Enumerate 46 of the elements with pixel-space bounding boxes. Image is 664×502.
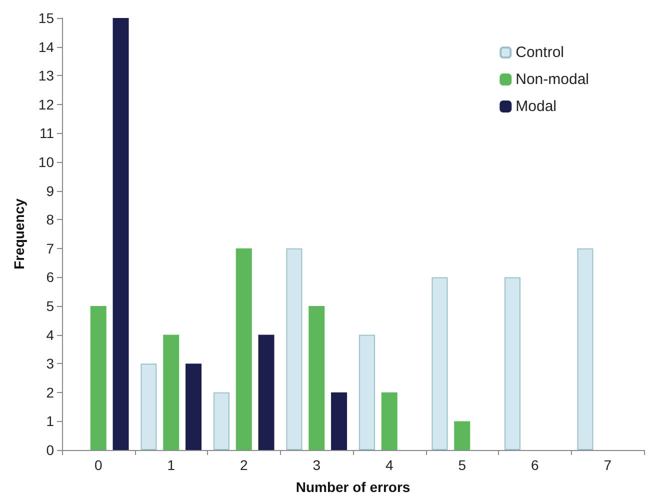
y-tick-label: 4 xyxy=(46,326,54,343)
bar xyxy=(432,277,448,450)
bar xyxy=(90,306,106,450)
bar xyxy=(140,364,157,450)
bar xyxy=(358,334,375,450)
y-tick-label: 3 xyxy=(46,356,54,372)
y-tick-label: 0 xyxy=(46,442,54,458)
x-tick-label: 2 xyxy=(240,457,248,473)
bar xyxy=(112,18,129,450)
legend-label: Control xyxy=(516,44,564,61)
y-tick-label: 14 xyxy=(38,38,54,55)
x-tick-label: 0 xyxy=(94,457,102,473)
x-tick-label: 4 xyxy=(385,457,394,473)
bar xyxy=(286,248,302,450)
x-tick-label: 5 xyxy=(458,457,466,473)
y-tick-label: 15 xyxy=(38,10,54,26)
legend-label: Modal xyxy=(516,98,556,115)
x-axis-title: Number of errors xyxy=(296,479,410,495)
y-axis-title: Frequency xyxy=(11,198,27,270)
y-tick-label: 6 xyxy=(46,269,54,286)
y-tick-label: 12 xyxy=(38,96,54,112)
x-tick-label: 1 xyxy=(167,457,176,473)
bar xyxy=(381,392,398,450)
bar xyxy=(163,334,180,450)
y-tick-label: 10 xyxy=(38,154,54,170)
y-tick-label: 1 xyxy=(46,413,54,430)
bar xyxy=(454,421,470,450)
x-tick-label: 7 xyxy=(604,457,612,473)
x-tick-label: 6 xyxy=(530,457,539,473)
bar xyxy=(331,392,348,450)
bar xyxy=(236,248,252,450)
bar xyxy=(258,334,274,450)
bar xyxy=(308,306,325,450)
y-tick-label: 9 xyxy=(46,182,54,199)
y-tick-label: 11 xyxy=(39,125,54,142)
bar xyxy=(186,364,202,450)
legend-label: Non-modal xyxy=(516,71,590,88)
bar xyxy=(504,277,520,450)
y-tick-label: 8 xyxy=(46,212,54,228)
y-tick-label: 2 xyxy=(46,384,54,400)
y-tick-label: 7 xyxy=(46,240,54,256)
bar xyxy=(213,392,230,450)
x-tick-label: 3 xyxy=(312,457,321,473)
bar xyxy=(577,248,594,450)
y-tick-label: 5 xyxy=(46,298,54,314)
y-tick-label: 13 xyxy=(38,68,54,84)
